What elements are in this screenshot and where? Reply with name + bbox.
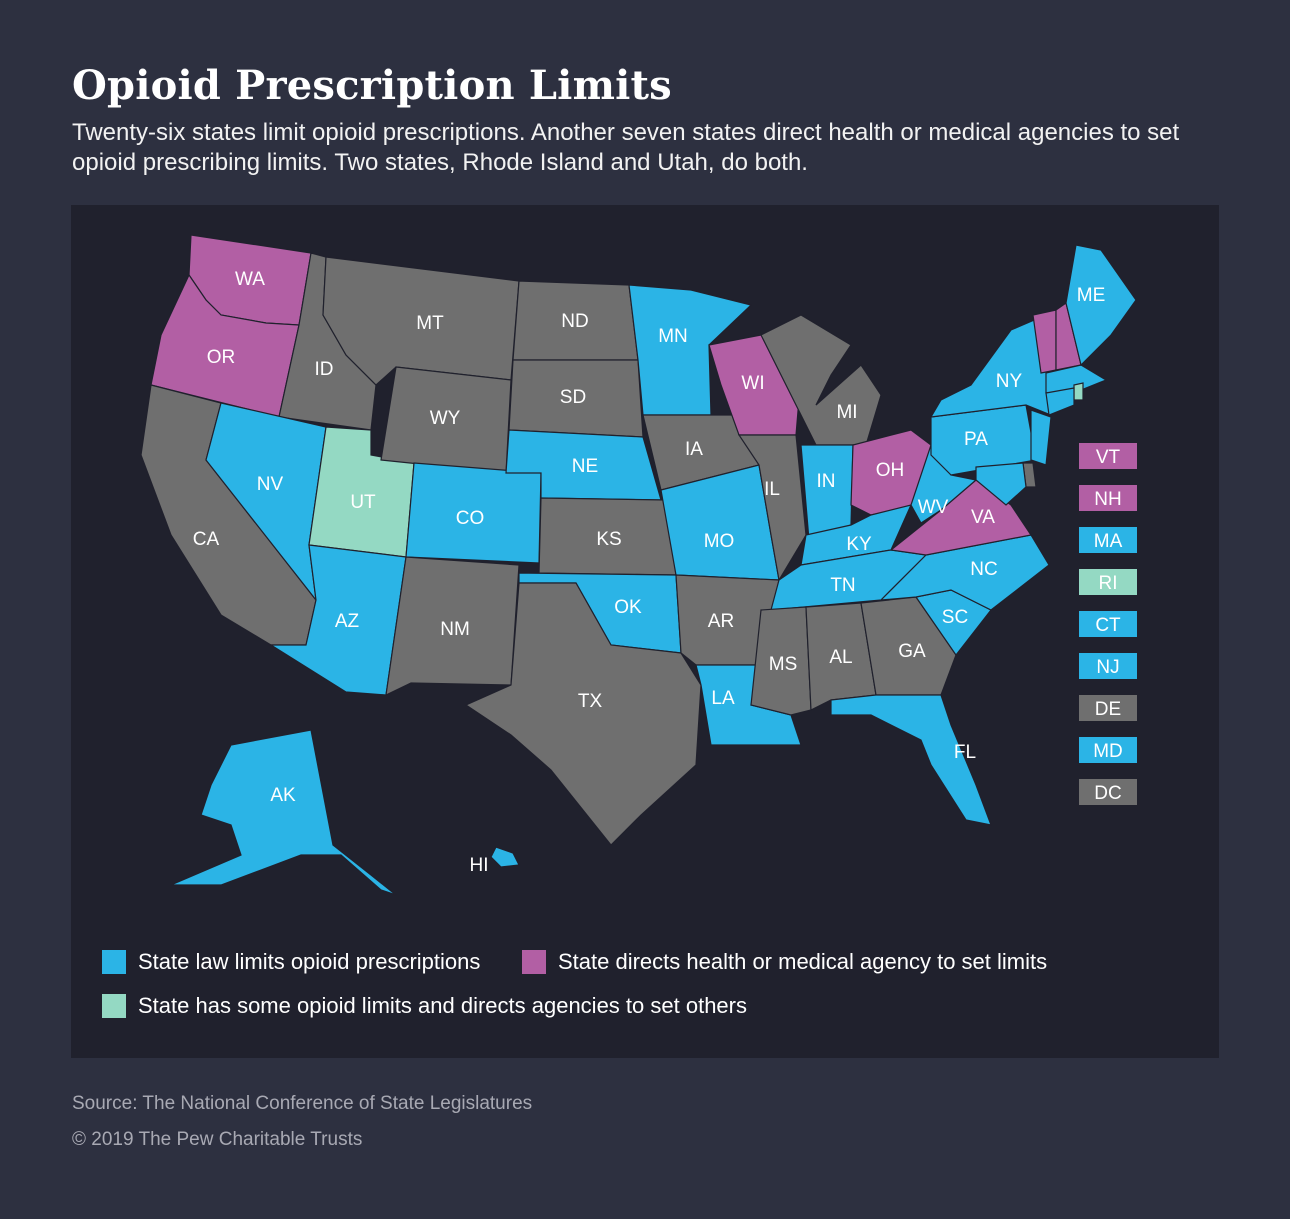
label-ga: GA [898,641,926,662]
legend-item-both: State has some opioid limits and directs… [102,993,747,1019]
label-oh: OH [876,460,905,481]
legend-swatch-law [102,950,126,974]
state-ma[interactable] [1045,364,1108,394]
key-label-vt: VT [1096,447,1121,468]
state-ct[interactable] [1045,387,1075,416]
label-ar: AR [708,611,734,632]
label-nc: NC [970,559,997,580]
key-box-ma [1079,527,1137,553]
label-nm: NM [440,619,470,640]
state-ms[interactable] [750,606,812,716]
label-ak: AK [270,785,296,806]
label-tx: TX [578,691,603,712]
key-label-dc: DC [1094,783,1121,804]
legend-item-law: State law limits opioid prescriptions [102,949,480,975]
label-fl: FL [954,742,976,763]
page-title: Opioid Prescription Limits [72,62,672,109]
label-nd: ND [561,311,588,332]
small-state-key: VT NH MA RI CT NJ DE MD DC [1079,443,1137,805]
label-al: AL [829,647,852,668]
page-subtitle: Twenty-six states limit opioid prescript… [72,119,1180,176]
key-box-md [1079,737,1137,763]
legend-swatch-agency [522,950,546,974]
label-mi: MI [836,402,857,423]
label-il: IL [764,479,780,500]
label-mt: MT [416,313,444,334]
key-box-de [1079,695,1137,721]
label-pa: PA [964,429,988,450]
key-box-ri [1079,569,1137,595]
label-me: ME [1077,285,1106,306]
label-az: AZ [335,611,360,632]
key-label-nj: NJ [1096,657,1119,678]
label-hi: HI [470,855,489,876]
label-tn: TN [830,575,855,596]
key-label-ct: CT [1095,615,1121,636]
legend-swatch-both [102,994,126,1018]
label-wi: WI [741,373,764,394]
legend-label-both: State has some opioid limits and directs… [138,993,747,1018]
label-ca: CA [193,529,220,550]
state-md[interactable] [975,462,1027,506]
state-mn[interactable] [628,284,753,416]
label-ky: KY [846,534,872,555]
key-label-md: MD [1093,741,1123,762]
label-nv: NV [257,474,284,495]
source-note: Source: The National Conference of State… [72,1093,533,1114]
label-wv: WV [918,497,949,518]
key-box-dc [1079,779,1137,805]
label-or: OR [207,347,236,368]
label-va: VA [971,507,995,528]
label-ms: MS [769,654,798,675]
key-box-ct [1079,611,1137,637]
state-ri[interactable] [1073,382,1084,401]
state-tx[interactable] [464,582,702,846]
label-ne: NE [572,456,598,477]
state-fl[interactable] [830,694,992,826]
label-la: LA [711,688,735,709]
label-ut: UT [350,492,376,513]
key-label-ri: RI [1099,573,1118,594]
state-hi[interactable] [490,846,520,868]
label-wa: WA [235,269,265,290]
copyright-note: © 2019 The Pew Charitable Trusts [72,1129,363,1150]
label-id: ID [315,359,334,380]
label-in: IN [817,471,836,492]
label-ok: OK [614,597,642,618]
state-me[interactable] [1065,244,1137,367]
map-panel: WA OR CA ID NV UT AZ MT WY CO NM ND SD N… [71,205,1219,1058]
state-nm[interactable] [385,556,520,697]
us-map: WA OR CA ID NV UT AZ MT WY CO NM ND SD N… [140,234,1137,896]
state-nj[interactable] [1030,409,1052,466]
label-co: CO [456,508,485,529]
label-ks: KS [596,529,621,550]
label-ia: IA [685,439,703,460]
key-box-nj [1079,653,1137,679]
legend-label-agency: State directs health or medical agency t… [558,949,1048,974]
key-box-vt [1079,443,1137,469]
key-label-de: DE [1095,699,1121,720]
label-mo: MO [704,531,735,552]
state-ak[interactable] [170,729,397,896]
legend-label-law: State law limits opioid prescriptions [138,949,481,974]
label-mn: MN [658,326,688,347]
label-sd: SD [560,387,586,408]
legend-item-agency: State directs health or medical agency t… [522,949,1047,975]
key-label-nh: NH [1094,489,1121,510]
key-box-nh [1079,485,1137,511]
key-label-ma: MA [1094,531,1123,552]
label-wy: WY [430,408,461,429]
label-sc: SC [942,607,968,628]
label-ny: NY [996,371,1023,392]
